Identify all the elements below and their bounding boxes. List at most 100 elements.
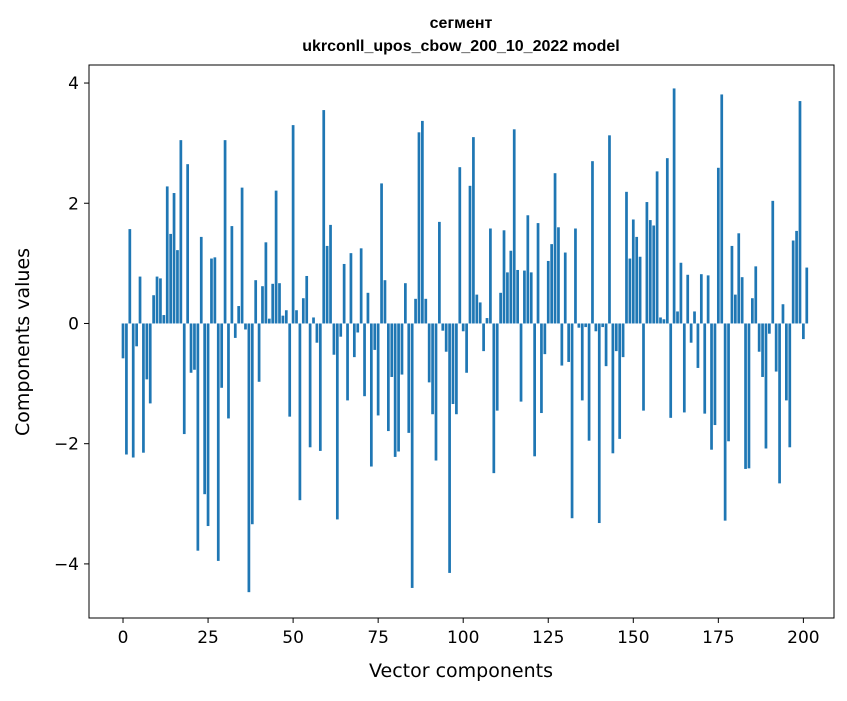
x-tick-label: 150 <box>617 628 649 648</box>
bar-25 <box>206 323 210 527</box>
y-tick-label: −4 <box>54 555 79 575</box>
bar-45 <box>274 190 278 324</box>
bar-154 <box>645 202 649 324</box>
bar-77 <box>383 280 387 324</box>
y-tick-label: −2 <box>54 435 79 455</box>
bar-168 <box>693 311 696 324</box>
x-tick-label: 100 <box>447 628 479 648</box>
bar-159 <box>662 319 666 324</box>
bar-11 <box>159 278 162 324</box>
bar-69 <box>356 323 360 333</box>
bar-146 <box>618 323 622 439</box>
bar-22 <box>196 323 200 551</box>
bar-31 <box>227 323 230 419</box>
bar-10 <box>155 276 159 324</box>
bar-193 <box>778 323 781 484</box>
bar-182 <box>740 277 744 324</box>
bar-99 <box>458 167 462 324</box>
bar-39 <box>254 280 258 324</box>
bar-15 <box>172 193 176 324</box>
bar-37 <box>247 323 251 593</box>
bar-149 <box>628 258 632 324</box>
bar-128 <box>557 227 560 324</box>
bar-185 <box>751 298 754 324</box>
bar-71 <box>363 323 366 397</box>
bar-120 <box>529 272 533 324</box>
bar-13 <box>165 186 169 324</box>
bar-14 <box>169 233 172 324</box>
bar-160 <box>665 158 669 324</box>
bar-162 <box>672 88 676 324</box>
bar-103 <box>472 137 475 324</box>
bar-57 <box>315 323 319 343</box>
bar-175 <box>716 167 720 324</box>
bar-97 <box>451 323 455 405</box>
bar-67 <box>349 253 353 324</box>
bar-72 <box>366 292 370 324</box>
bar-7 <box>145 323 149 380</box>
bar-200 <box>802 323 805 340</box>
bar-186 <box>754 266 758 324</box>
bar-121 <box>533 323 536 457</box>
bar-65 <box>342 263 346 324</box>
bar-124 <box>543 323 547 355</box>
bar-181 <box>737 233 741 324</box>
bar-114 <box>509 250 513 324</box>
bar-2 <box>128 229 132 324</box>
bar-76 <box>380 183 383 324</box>
bar-60 <box>325 245 329 324</box>
bar-85 <box>410 323 414 588</box>
bar-33 <box>233 323 237 338</box>
bar-177 <box>723 323 727 521</box>
x-axis-label: Vector components <box>369 660 553 682</box>
bar-171 <box>703 323 707 414</box>
bar-24 <box>203 323 207 495</box>
bar-4 <box>135 323 138 347</box>
bar-73 <box>369 323 373 467</box>
bar-178 <box>727 323 730 442</box>
bar-75 <box>376 323 380 416</box>
bar-134 <box>577 323 581 328</box>
bar-6 <box>142 323 145 453</box>
bar-142 <box>604 323 608 367</box>
bar-116 <box>516 269 519 324</box>
bar-137 <box>587 323 591 441</box>
bar-189 <box>764 323 768 449</box>
bar-117 <box>519 323 523 402</box>
bar-133 <box>574 228 577 324</box>
bar-80 <box>393 323 397 457</box>
bar-129 <box>560 323 564 366</box>
bar-44 <box>271 283 275 324</box>
bar-113 <box>506 272 509 324</box>
bar-165 <box>682 323 686 413</box>
bar-180 <box>733 294 737 324</box>
bar-95 <box>444 323 448 352</box>
bar-49 <box>288 323 292 417</box>
bar-147 <box>621 323 625 358</box>
x-tick-label: 175 <box>702 628 734 648</box>
bar-176 <box>720 94 724 324</box>
bar-36 <box>244 323 247 330</box>
bar-126 <box>550 244 554 324</box>
plot-frame <box>88 64 835 619</box>
y-tick-label: 0 <box>68 314 79 334</box>
bar-29 <box>220 323 224 388</box>
bar-3 <box>131 323 135 458</box>
bar-201 <box>805 267 809 324</box>
bar-8 <box>148 323 152 404</box>
bar-152 <box>638 256 642 324</box>
bar-82 <box>400 323 404 375</box>
bar-74 <box>373 323 377 350</box>
bar-183 <box>744 323 747 469</box>
bar-139 <box>594 323 598 332</box>
bar-27 <box>213 257 217 324</box>
y-axis: −4 −2 0 2 4 <box>54 74 89 575</box>
bar-107 <box>485 318 489 324</box>
bar-79 <box>390 323 394 377</box>
bar-151 <box>635 236 639 324</box>
bar-100 <box>461 323 465 332</box>
bar-92 <box>434 323 438 461</box>
bar-53 <box>301 298 305 324</box>
bar-112 <box>502 230 506 324</box>
